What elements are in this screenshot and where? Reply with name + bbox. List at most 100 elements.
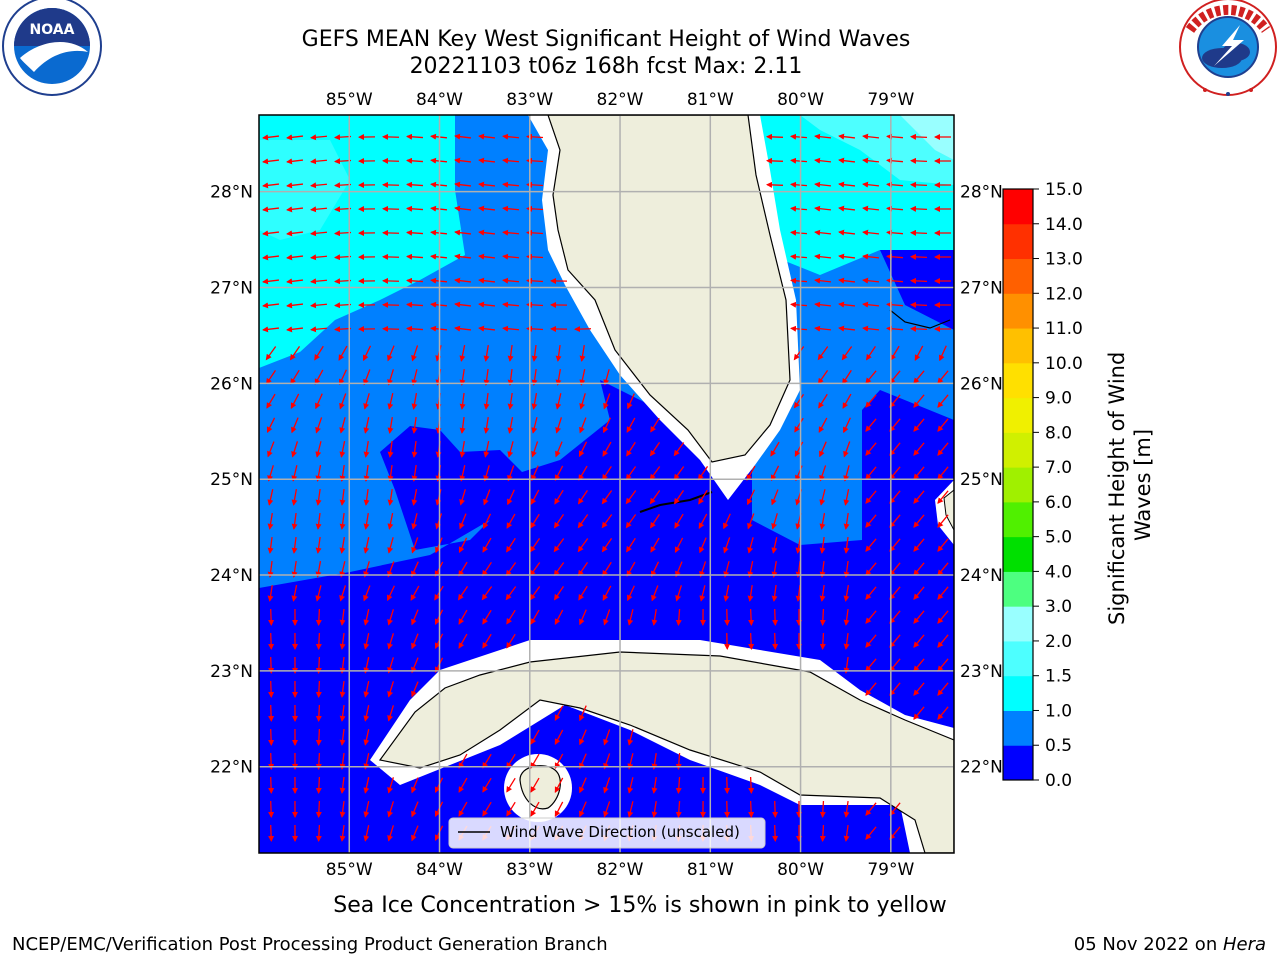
wave-arrow (603, 729, 611, 746)
wave-arrow (482, 801, 492, 817)
lon-tick-label-bottom: 84°W (416, 860, 463, 880)
wave-arrow (406, 253, 424, 260)
wave-arrow (502, 205, 520, 212)
wave-arrow (310, 182, 328, 189)
wave-arrow (886, 253, 904, 260)
wave-arrow (268, 632, 275, 650)
wave-arrow (507, 465, 515, 482)
wave-arrow (910, 253, 928, 260)
wave-arrow (937, 682, 949, 696)
wave-arrow (913, 514, 925, 528)
wave-arrow (766, 157, 784, 164)
wave-arrow (817, 346, 829, 361)
wave-arrow (790, 325, 808, 332)
wave-arrow (555, 344, 562, 362)
wave-arrow (387, 393, 394, 410)
wave-arrow (478, 325, 496, 332)
wave-arrow (266, 393, 276, 409)
wave-arrow (627, 729, 634, 746)
wave-arrow (265, 369, 276, 385)
wave-arrow (626, 561, 636, 577)
wave-arrow (406, 181, 424, 188)
wave-band-0-0.5-bahamas (880, 250, 954, 330)
wave-arrow (555, 393, 562, 410)
map-legend: Wind Wave Direction (unscaled) (448, 817, 766, 849)
wave-arrow (387, 825, 395, 842)
wave-arrow (913, 466, 925, 480)
wave-arrow (790, 205, 808, 212)
wave-arrow (817, 370, 829, 385)
colorbar-segment (1003, 640, 1033, 677)
wave-arrow (818, 417, 828, 433)
wave-arrow (937, 610, 949, 624)
wave-arrow (363, 561, 370, 578)
wave-arrow (454, 325, 472, 332)
wave-arrow (790, 157, 808, 164)
gridlines (259, 115, 954, 853)
wave-arrow (889, 442, 901, 456)
wave-arrow (866, 345, 876, 361)
wave-arrow (483, 368, 490, 386)
wave-arrow (286, 206, 304, 213)
wave-arrow (286, 302, 304, 309)
wave-arrow (601, 490, 613, 505)
wave-arrow (531, 368, 538, 386)
wave-arrow (505, 586, 517, 601)
lat-tick-label-left: 23°N (210, 662, 253, 682)
wave-arrow (937, 394, 949, 408)
wave-arrow (411, 440, 418, 458)
wave-arrow (411, 464, 418, 482)
wave-arrow (454, 181, 472, 188)
wave-arrow (411, 416, 418, 434)
wave-arrow (554, 489, 564, 505)
wave-arrow (506, 537, 516, 553)
wave-arrow (814, 253, 832, 260)
wave-arrow (649, 466, 661, 481)
wave-arrow (814, 181, 832, 188)
wave-arrow (268, 824, 275, 842)
wave-arrow (387, 633, 395, 650)
wave-arrow (626, 441, 636, 457)
wave-arrow (387, 657, 395, 674)
wave-arrow (531, 393, 538, 410)
wave-arrow (650, 561, 660, 578)
wave-arrow (862, 253, 880, 260)
colorbar-tick-label: 7.0 (1045, 458, 1072, 478)
colorbar-tick-label: 0.0 (1045, 771, 1072, 791)
wave-arrow (387, 537, 394, 554)
lat-tick-label-right: 26°N (960, 374, 1003, 394)
wave-arrow (889, 658, 901, 672)
wave-band-1.5-2.0 (800, 115, 954, 185)
lon-tick-label-top: 83°W (506, 90, 553, 110)
wave-arrow (862, 277, 880, 284)
wave-arrow (862, 181, 880, 188)
svg-text:Significant Height of Wind: Significant Height of Wind Waves [m] (1105, 345, 1155, 625)
colorbar-segment (1003, 397, 1033, 433)
wave-arrow (502, 325, 520, 332)
wave-arrow (819, 465, 827, 482)
wave-arrow (315, 800, 322, 818)
wave-arrow (483, 441, 490, 458)
wave-arrow (478, 253, 496, 260)
wave-arrow (937, 418, 949, 432)
wave-arrow (459, 416, 466, 434)
wave-arrow (913, 586, 925, 600)
wave-arrow (286, 278, 304, 285)
wave-arrow (910, 205, 928, 212)
wave-arrow (310, 134, 328, 141)
wave-arrow (506, 513, 516, 529)
wave-arrow (268, 608, 275, 626)
colorbar-segment (1003, 189, 1033, 225)
wave-arrow (459, 441, 466, 458)
wave-arrow (862, 157, 880, 164)
wave-arrow (627, 801, 634, 818)
wave-arrow (674, 537, 684, 554)
colorbar-segment (1003, 223, 1033, 260)
lat-tick-label-right: 25°N (960, 470, 1003, 490)
nws-logo-icon (1179, 0, 1277, 96)
wave-arrow (262, 182, 280, 189)
wave-arrow (889, 634, 901, 648)
wave-arrow (578, 465, 588, 481)
wave-arrow (914, 345, 924, 361)
wave-arrow (530, 753, 540, 769)
